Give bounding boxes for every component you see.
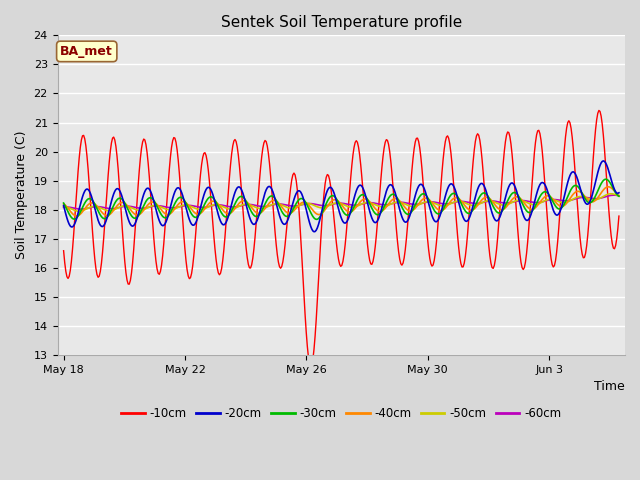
Y-axis label: Soil Temperature (C): Soil Temperature (C): [15, 131, 28, 259]
Title: Sentek Soil Temperature profile: Sentek Soil Temperature profile: [221, 15, 462, 30]
Legend: -10cm, -20cm, -30cm, -40cm, -50cm, -60cm: -10cm, -20cm, -30cm, -40cm, -50cm, -60cm: [116, 402, 566, 425]
X-axis label: Time: Time: [595, 380, 625, 393]
Text: BA_met: BA_met: [60, 45, 113, 58]
